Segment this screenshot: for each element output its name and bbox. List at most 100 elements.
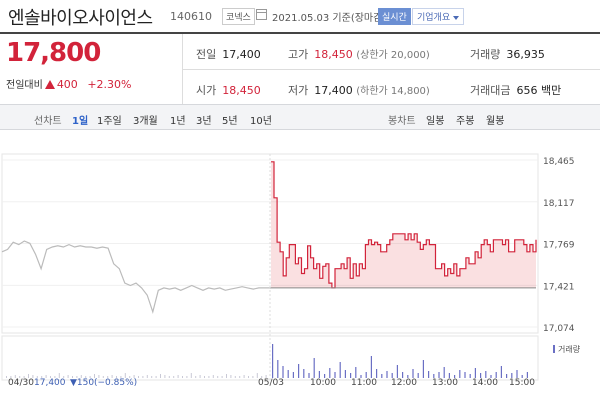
change-label: 전일대비 xyxy=(6,80,43,91)
volume-bar xyxy=(199,375,201,378)
volume-bar xyxy=(417,373,419,378)
y-tick-label: 18,465 xyxy=(543,157,575,167)
volume-bar xyxy=(370,356,372,378)
volume-bar xyxy=(102,376,104,378)
volume-bar xyxy=(80,375,82,378)
volume-bar xyxy=(265,375,267,378)
volume-bar xyxy=(308,373,310,378)
stock-code: 140610 xyxy=(170,10,212,23)
market-badge: 코넥스 xyxy=(222,8,255,25)
volume-bar xyxy=(355,367,357,378)
volume-bar xyxy=(164,375,166,378)
volume-bar xyxy=(133,375,135,378)
volume-bar xyxy=(14,375,16,378)
volume-bar xyxy=(120,376,122,378)
volume-bar xyxy=(226,374,227,378)
x-tick-label: 12:00 xyxy=(391,378,417,388)
volume-bar xyxy=(438,372,440,378)
realtime-button[interactable]: 실시간 xyxy=(378,8,411,25)
change-amount: 400 xyxy=(56,78,78,91)
previous-day-line xyxy=(1,240,270,315)
volume-bar xyxy=(28,374,29,378)
period-1w[interactable]: 1주일 xyxy=(97,116,122,127)
company-overview-label: 기업개요 xyxy=(417,13,451,23)
volume-bar xyxy=(454,375,456,378)
volume-bar xyxy=(173,376,175,378)
volume-bar xyxy=(485,371,487,378)
volume-bar xyxy=(155,376,157,378)
y-tick-label: 17,769 xyxy=(543,241,575,251)
volume-bar xyxy=(10,376,12,378)
volume-bar xyxy=(107,376,109,378)
volume-bar xyxy=(116,376,117,378)
volume-bar xyxy=(480,373,482,378)
period-10y[interactable]: 10년 xyxy=(250,116,272,127)
candle-monthly[interactable]: 월봉 xyxy=(486,116,505,127)
volume-bar xyxy=(298,364,300,378)
today-price-line xyxy=(271,161,537,289)
x-tick-label: 14:00 xyxy=(472,378,498,388)
volume-bar xyxy=(32,375,34,378)
volume-bar xyxy=(182,376,183,378)
x-tick-label: 10:00 xyxy=(310,378,336,388)
volume-bar xyxy=(160,374,161,378)
low-price: 저가 17,400 (하한가 14,800) xyxy=(288,84,430,97)
volume-bar xyxy=(36,376,38,378)
volume-bar xyxy=(89,376,91,378)
period-5y[interactable]: 5년 xyxy=(222,116,238,127)
high-price: 고가 18,450 (상한가 20,000) xyxy=(288,48,430,61)
volume-bar xyxy=(511,373,513,378)
period-1d[interactable]: 1일 xyxy=(72,116,89,127)
period-3y[interactable]: 3년 xyxy=(196,116,212,127)
volume-bar xyxy=(239,376,241,378)
chart-controls: 선차트 1일 1주일 3개월 1년 3년 5년 10년 봉차트 일봉 주봉 월봉 xyxy=(0,104,600,130)
x-tick-label: 13:00 xyxy=(432,378,458,388)
volume-bar xyxy=(98,375,100,378)
volume-bar xyxy=(339,362,341,378)
stock-header: 엔솔바이오사이언스 140610 코넥스 2021.05.03 기준(장마감) … xyxy=(0,0,600,32)
volume-bar xyxy=(256,373,258,378)
volume-bar xyxy=(324,374,326,378)
today-price-area xyxy=(271,161,536,288)
volume-bar xyxy=(111,375,113,378)
volume-bar xyxy=(58,373,60,378)
volume-bar xyxy=(313,358,315,378)
volume-bar xyxy=(72,376,73,378)
candle-daily[interactable]: 일봉 xyxy=(426,116,445,127)
volume-bar xyxy=(344,370,346,378)
x-tick-label: 05/03 xyxy=(258,378,284,388)
candle-weekly[interactable]: 주봉 xyxy=(456,116,475,127)
volume-bar xyxy=(212,375,214,378)
y-tick-label: 17,421 xyxy=(543,282,575,292)
volume-bar xyxy=(177,375,179,378)
price-chart: 18,465 18,117 17,769 17,421 17,074 거래량 04/30 05… xyxy=(0,130,600,408)
volume-bar xyxy=(282,366,284,378)
volume-bar xyxy=(204,376,205,378)
volume-bar xyxy=(129,376,131,378)
volume-bar xyxy=(412,369,414,378)
period-1y[interactable]: 1년 xyxy=(170,116,186,127)
volume-bar xyxy=(443,367,445,378)
volume-bar xyxy=(186,376,188,378)
volume-bar xyxy=(329,368,331,378)
company-overview-dropdown[interactable]: 기업개요 xyxy=(412,8,465,25)
volume-bar xyxy=(54,376,56,378)
volume-bar xyxy=(381,374,383,378)
volume-bar xyxy=(151,376,153,378)
volume-bar xyxy=(469,374,471,378)
volume-bar xyxy=(464,372,466,378)
volume-bar xyxy=(350,373,352,378)
calendar-icon xyxy=(256,9,267,20)
candle-chart-label: 봉차트 xyxy=(388,116,416,127)
volume-bar xyxy=(146,375,148,378)
period-3m[interactable]: 3개월 xyxy=(133,116,158,127)
volume-bar xyxy=(252,376,254,378)
volume-bar xyxy=(318,371,320,378)
open-price: 시가 18,450 xyxy=(196,84,261,97)
prev-day-change: ▼150 xyxy=(70,378,94,388)
x-tick-label: 04/30 xyxy=(8,378,34,388)
volume-bar xyxy=(506,374,508,378)
prev-close: 전일 17,400 xyxy=(196,48,261,61)
summary-row-divider xyxy=(182,69,600,70)
chevron-down-icon xyxy=(453,15,460,20)
